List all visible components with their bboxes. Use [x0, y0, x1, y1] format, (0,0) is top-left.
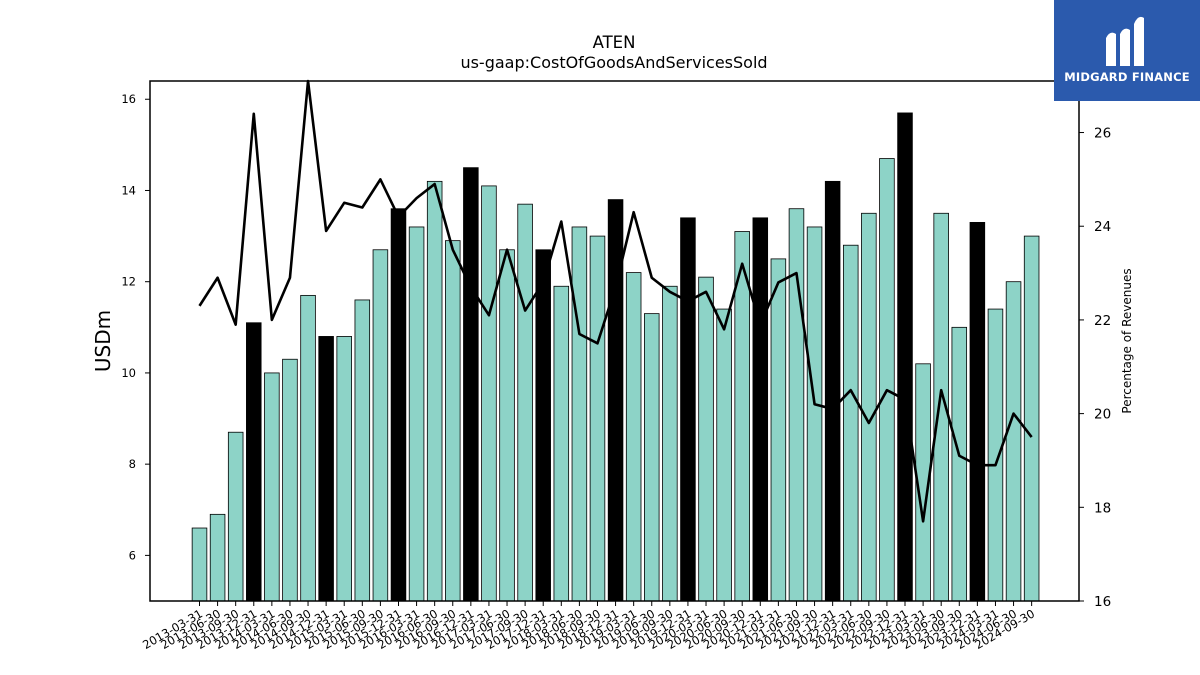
bar [879, 158, 895, 602]
bar [553, 285, 570, 602]
chart-subtitle: us-gaap:CostOfGoodsAndServicesSold [460, 53, 767, 72]
y2-axis-label: Percentage of Revenues [1120, 268, 1134, 413]
bar [408, 226, 425, 602]
line-series [198, 79, 1033, 523]
bar [625, 272, 642, 602]
y2-tick-label: 18 [1094, 500, 1111, 516]
bar [969, 221, 986, 602]
bar [571, 226, 588, 602]
bar [463, 167, 479, 602]
bar [788, 208, 805, 602]
bar [698, 276, 714, 602]
bar [318, 336, 334, 602]
logo-text: MIDGARD FINANCE [1064, 70, 1190, 84]
y-tick-label: 14 [121, 183, 136, 197]
y-tick-label: 6 [129, 548, 136, 562]
bar [209, 513, 226, 602]
bar [662, 285, 678, 602]
y-axis-right: 16 18 20 22 24 26 [1079, 126, 1111, 610]
bar [861, 212, 877, 602]
y2-tick-label: 26 [1094, 126, 1111, 142]
y-tick-label: 16 [121, 92, 136, 106]
bar [282, 358, 298, 602]
y-axis-label: USDm [91, 310, 115, 372]
bar [300, 294, 316, 602]
bar [535, 249, 551, 602]
bar [191, 527, 208, 602]
bar [644, 313, 660, 602]
bar [806, 226, 823, 602]
plot-frame [149, 80, 1080, 602]
bar [607, 199, 624, 602]
bar [842, 244, 859, 602]
bar [372, 249, 389, 602]
bar [499, 249, 515, 602]
bar [824, 180, 841, 602]
bar [680, 217, 696, 602]
y2-tick-label: 16 [1094, 594, 1111, 610]
bar [445, 240, 461, 602]
chart-title: ATEN [593, 33, 636, 52]
bar [589, 235, 606, 602]
x-axis: 2013-03-312013-06-302013-09-302013-12-31… [140, 601, 1037, 652]
bar [1005, 281, 1022, 602]
bar [770, 258, 787, 602]
bar [390, 208, 407, 602]
bar [264, 372, 280, 602]
bar [897, 112, 913, 602]
y2-tick-label: 20 [1094, 407, 1111, 423]
y-tick-label: 12 [121, 275, 136, 289]
bar [246, 322, 262, 602]
bar [517, 203, 533, 602]
bar [227, 431, 244, 602]
y-tick-label: 10 [121, 366, 136, 380]
y-tick-label: 8 [129, 457, 136, 471]
midgard-logo-icon [1106, 16, 1144, 67]
bar [987, 308, 1004, 602]
bar [752, 217, 769, 602]
bar [354, 299, 371, 602]
bar [716, 308, 732, 602]
bar-series [191, 112, 1040, 602]
bar [481, 185, 497, 602]
y2-tick-label: 24 [1094, 219, 1111, 235]
bar [426, 180, 443, 602]
bar [1023, 235, 1040, 602]
bar [336, 336, 352, 602]
midgard-finance-logo: MIDGARD FINANCE [1054, 0, 1200, 101]
y2-tick-label: 22 [1094, 313, 1111, 329]
y-axis-left: 6 8 10 12 14 16 [121, 92, 150, 562]
pct-line [198, 79, 1033, 523]
bar [951, 326, 968, 602]
